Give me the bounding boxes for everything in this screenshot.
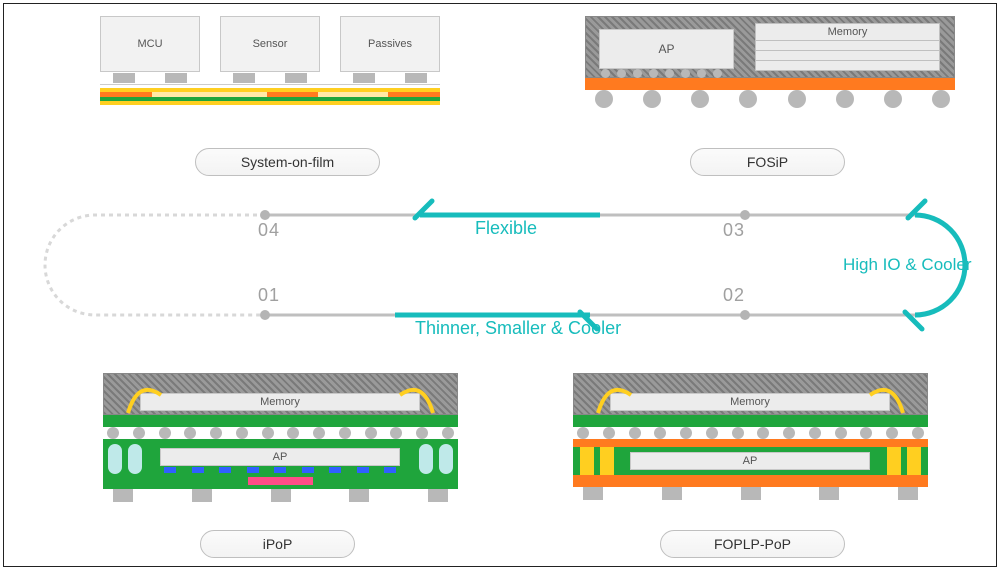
foplp-bottom-posts	[583, 487, 918, 500]
pill-system-on-film: System-on-film	[195, 148, 380, 176]
foplp-pillar	[887, 447, 901, 475]
pill-fosip: FOSiP	[690, 148, 845, 176]
pill-ipop: iPoP	[200, 530, 355, 558]
sof-stripe-yellow2	[100, 101, 440, 105]
foplp-green-bar	[573, 415, 928, 427]
sof-foot	[353, 73, 375, 83]
sof-foot	[233, 73, 255, 83]
fosip-memory: Memory	[755, 23, 940, 71]
timeline-num-03: 03	[723, 220, 745, 241]
label-highio: High IO & Cooler	[843, 255, 993, 275]
foplp-mid-balls	[577, 427, 924, 439]
label-flexible: Flexible	[475, 218, 537, 239]
sof-foot	[285, 73, 307, 83]
timeline-num-01: 01	[258, 285, 280, 306]
timeline-node-04	[260, 210, 270, 220]
fosip-ap-dots	[601, 69, 722, 78]
ipop-pillar	[419, 444, 433, 474]
foplp-pillar	[600, 447, 614, 475]
sof-chip-sensor: Sensor	[220, 16, 320, 72]
fosip-ap: AP	[599, 29, 734, 69]
foplp-ap: AP	[630, 452, 870, 470]
fosip-bottom-balls	[595, 90, 950, 108]
foplp-pillar	[907, 447, 921, 475]
ipop-bottom-posts	[113, 489, 448, 502]
sof-foot	[165, 73, 187, 83]
ipop-mid-balls	[107, 427, 454, 439]
timeline-node-03	[740, 210, 750, 220]
ipop-pillar	[439, 444, 453, 474]
ipop-wires	[103, 373, 458, 418]
foplp-orange-btm	[573, 475, 928, 487]
timeline-num-04: 04	[258, 220, 280, 241]
timeline-num-02: 02	[723, 285, 745, 306]
foplp-orange-top	[573, 439, 928, 447]
timeline-node-02	[740, 310, 750, 320]
foplp-pillar	[580, 447, 594, 475]
ipop-pillar	[108, 444, 122, 474]
sof-foot	[405, 73, 427, 83]
ipop-pillar	[128, 444, 142, 474]
ipop-pink-die	[248, 477, 313, 485]
sof-chip-mcu: MCU	[100, 16, 200, 72]
timeline-node-01	[260, 310, 270, 320]
ipop-ap: AP	[160, 448, 400, 466]
foplp-wires	[573, 373, 928, 418]
ipop-blue-dots	[164, 467, 396, 473]
ipop-green-bar	[103, 415, 458, 427]
label-thinner: Thinner, Smaller & Cooler	[415, 318, 621, 339]
fosip-orange-bar	[585, 78, 955, 90]
pill-foplp: FOPLP-PoP	[660, 530, 845, 558]
sof-foot	[113, 73, 135, 83]
sof-chip-passives: Passives	[340, 16, 440, 72]
fosip-memory-label: Memory	[756, 24, 939, 38]
